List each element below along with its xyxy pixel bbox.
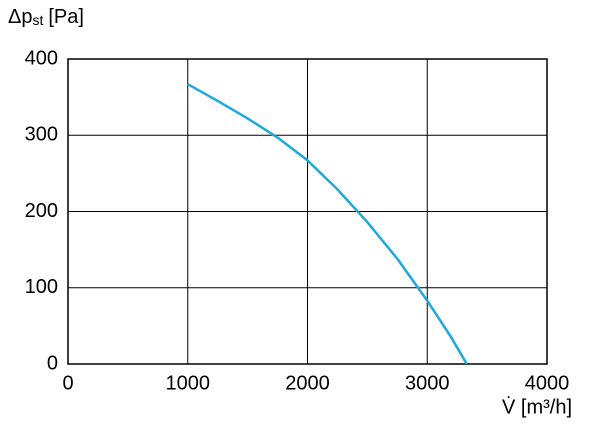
y-label-symbol: Δp [8, 6, 32, 28]
x-axis-label: V̇ [m³/h] [502, 396, 572, 418]
y-label-unit: [Pa] [48, 6, 84, 28]
y-tick-label: 400 [25, 47, 58, 69]
y-tick-label: 200 [25, 200, 58, 222]
x-tick-label: 0 [62, 372, 73, 394]
y-axis-label: Δpst [Pa] [8, 6, 84, 28]
y-label-subscript: st [32, 12, 43, 28]
x-tick-label: 2000 [285, 372, 330, 394]
curve [187, 83, 468, 365]
y-tick-label: 100 [25, 276, 58, 298]
plot-frame [67, 58, 548, 365]
x-tick-label: 4000 [525, 372, 570, 394]
x-tick-label: 3000 [405, 372, 450, 394]
x-tick-label: 1000 [166, 372, 211, 394]
y-tick-label: 0 [47, 352, 58, 374]
y-tick-label: 300 [25, 124, 58, 146]
